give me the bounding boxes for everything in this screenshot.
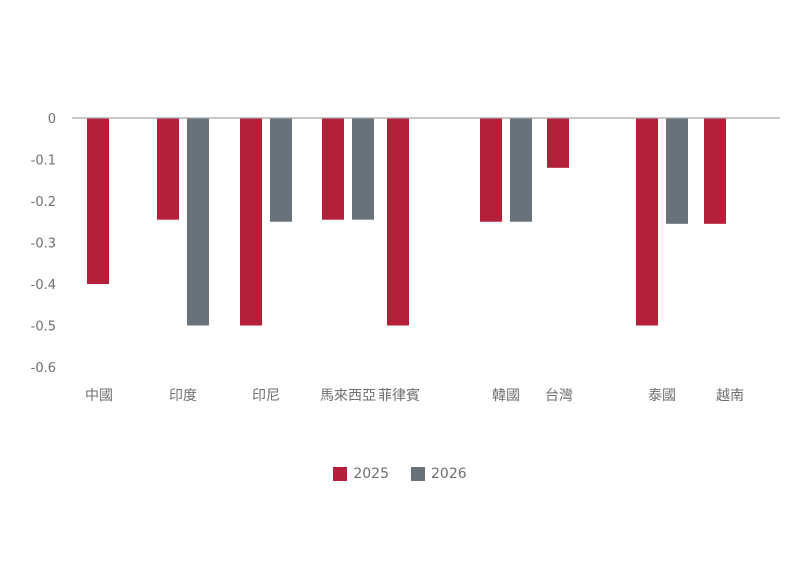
x-category-label: 中國 [85, 388, 113, 404]
bar-2026-2 [270, 118, 292, 222]
legend-label-2025: 2025 [353, 466, 389, 482]
x-category-label: 韓國 [492, 388, 520, 404]
bar-2025-3 [322, 118, 344, 220]
y-tick-label: -0.3 [31, 237, 56, 252]
y-tick-label: 0 [48, 112, 56, 127]
y-tick-label: -0.6 [31, 361, 56, 376]
bar-2025-4 [387, 118, 409, 326]
bar-2025-5 [480, 118, 502, 222]
bar-2025-6 [547, 118, 569, 168]
legend-swatch-2026 [411, 467, 425, 481]
legend-item-2025: 2025 [333, 466, 389, 482]
x-category-label: 台灣 [545, 388, 573, 404]
bar-2025-7 [636, 118, 658, 326]
legend: 2025 2026 [0, 466, 800, 482]
x-category-label: 菲律賓 [378, 387, 420, 404]
bars [87, 118, 726, 326]
bar-2025-1 [157, 118, 179, 220]
bar-2025-8 [704, 118, 726, 224]
bar-2026-3 [352, 118, 374, 220]
x-category-label: 印尼 [252, 388, 280, 404]
x-category-label: 泰國 [648, 388, 676, 404]
legend-item-2026: 2026 [411, 466, 467, 482]
y-tick-label: -0.4 [31, 278, 56, 293]
y-axis-ticks: 0 -0.1 -0.2 -0.3 -0.4 -0.5 -0.6 [31, 112, 56, 376]
y-tick-label: -0.1 [31, 154, 56, 169]
bar-2026-7 [666, 118, 688, 224]
y-tick-label: -0.5 [31, 320, 56, 335]
x-category-label: 越南 [716, 388, 744, 404]
x-category-label: 馬來西亞 [320, 388, 376, 404]
bar-2026-5 [510, 118, 532, 222]
bar-2026-1 [187, 118, 209, 326]
bar-2025-0 [87, 118, 109, 284]
legend-swatch-2025 [333, 467, 348, 481]
x-category-label: 印度 [169, 388, 197, 404]
legend-label-2026: 2026 [431, 466, 467, 482]
x-axis-categories: 中國 印度 印尼 馬來西亞 菲律賓 韓國 台灣 泰國 越南 [85, 387, 744, 404]
y-tick-label: -0.2 [31, 195, 56, 210]
bar-2025-2 [240, 118, 262, 326]
